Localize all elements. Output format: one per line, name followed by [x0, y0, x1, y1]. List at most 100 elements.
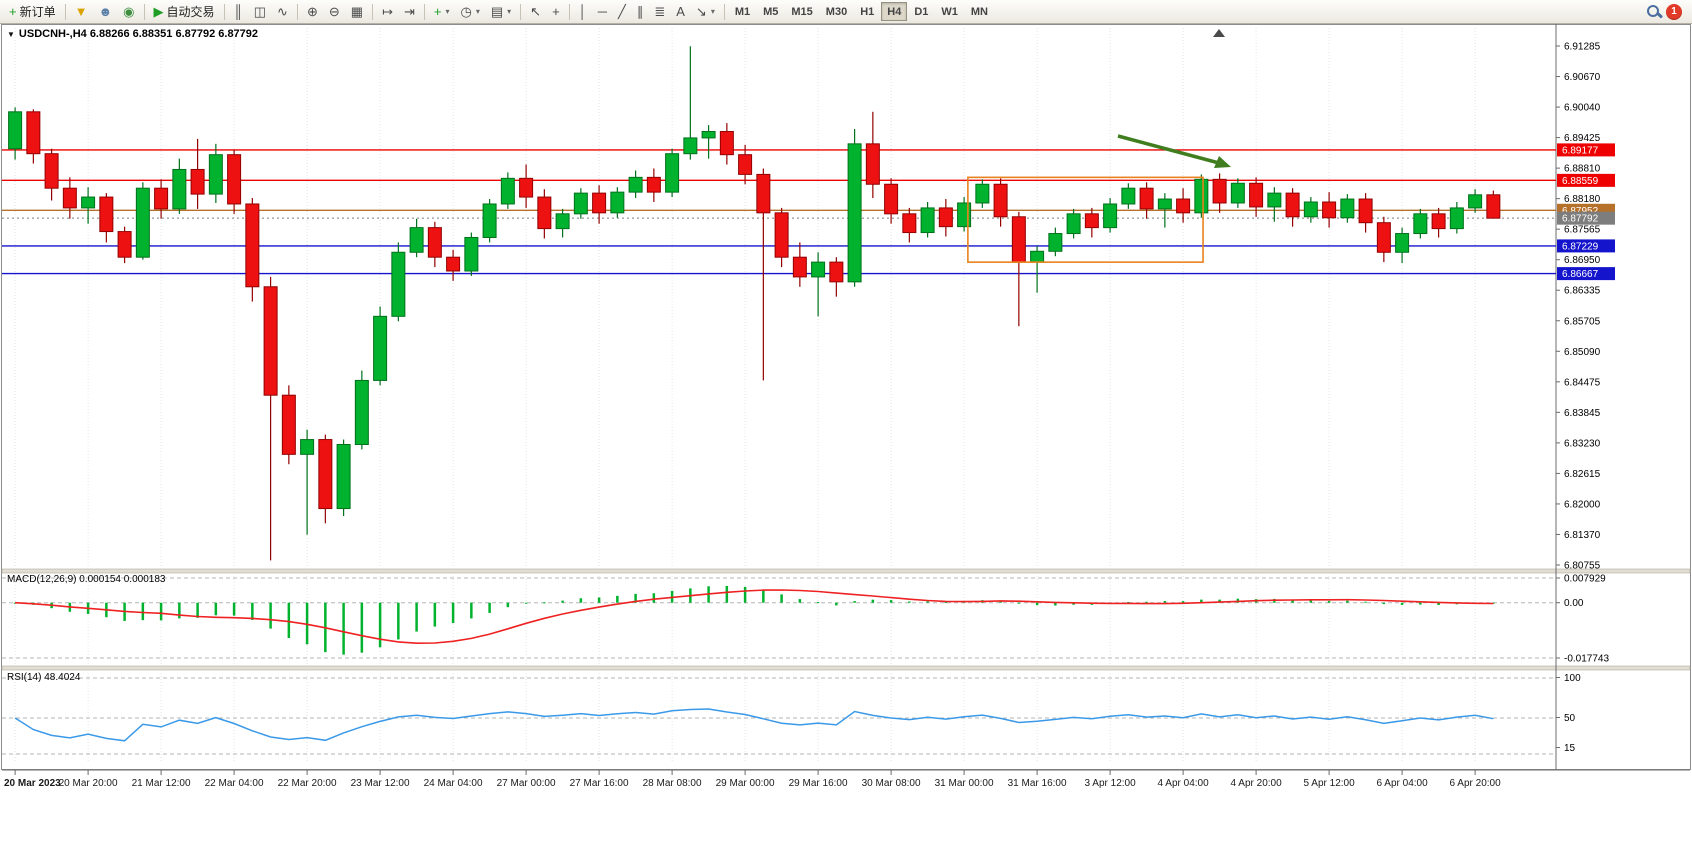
notification-badge[interactable]: 1: [1666, 3, 1682, 20]
candle: [1249, 182, 1264, 208]
price-axis-label: 6.85090: [1564, 347, 1601, 358]
time-axis-label: 4 Apr 04:00: [1158, 778, 1210, 789]
candle: [1139, 187, 1154, 210]
timeframe-h4-button[interactable]: H4: [881, 2, 908, 21]
candle: [920, 207, 935, 234]
time-axis-label: 27 Mar 16:00: [570, 778, 629, 789]
templates-button[interactable]: ▤ ▾: [486, 2, 516, 21]
chart-shift-marker[interactable]: [1213, 29, 1225, 37]
main-toolbar: + 新订单 ▼ ☻ ◉ ▶ 自动交易 ║ ◫ ∿ ⊕ ⊖ ▦ ↦ ⇥ + ▾ ◷ ▾ ▤ ▾ ↖ + │ ─ ╱ ∥ ≣ A ↘ ▾ M1 M5…: [0, 0, 1692, 24]
macd-scale-label: -0.017743: [1564, 654, 1609, 665]
rsi-scale-label: 50: [1564, 713, 1576, 724]
candle: [300, 439, 315, 455]
community-profile-button[interactable]: ☻: [93, 2, 117, 21]
timeframe-mn-button[interactable]: MN: [965, 2, 994, 21]
bar-chart-type-button[interactable]: ║: [229, 2, 248, 21]
toolbar-separator: [423, 3, 425, 20]
autotrading-button[interactable]: ▶ 自动交易: [149, 2, 220, 21]
candle: [427, 227, 442, 258]
equidistant-channel-button[interactable]: ∥: [632, 2, 649, 21]
arrows-button[interactable]: ↘ ▾: [691, 2, 720, 21]
zoom-in-button[interactable]: ⊕: [302, 2, 323, 21]
chart-shift-icon: ⇥: [403, 4, 415, 19]
horizontal-line-button[interactable]: ─: [593, 2, 612, 21]
dropdown-arrow-icon: ▾: [475, 7, 480, 16]
candlestick-type-button[interactable]: ◫: [249, 2, 271, 21]
price-badge-label: 6.88559: [1562, 176, 1599, 187]
timeframe-m1-button[interactable]: M1: [729, 2, 756, 21]
candle: [1011, 216, 1026, 263]
time-axis-label: 29 Mar 00:00: [716, 778, 775, 789]
price-axis-label: 6.89425: [1564, 133, 1601, 144]
funnel-button[interactable]: ▼: [70, 2, 93, 21]
price-chart-canvas[interactable]: 6.91285 6.90670 6.90040 6.89425 6.88810 6.881…: [0, 24, 1692, 849]
indicators-button[interactable]: + ▾: [429, 2, 455, 21]
search-icon[interactable]: [1645, 3, 1663, 21]
trendline-button[interactable]: ╱: [613, 2, 631, 21]
candle: [26, 111, 41, 155]
cursor-button[interactable]: ↖: [525, 2, 546, 21]
panel-splitter[interactable]: [1, 665, 1691, 671]
timeframe-m15-button[interactable]: M15: [785, 2, 818, 21]
time-axis-label: 20 Mar 20:00: [59, 778, 118, 789]
timeframe-d1-button[interactable]: D1: [908, 2, 934, 21]
price-axis-label: 6.82615: [1564, 469, 1601, 480]
candle: [1376, 222, 1391, 253]
price-badge-label: 6.87952: [1562, 206, 1599, 217]
time-axis-label: 4 Apr 20:00: [1231, 778, 1283, 789]
timeframe-w1-button[interactable]: W1: [935, 2, 964, 21]
macd-signal-line: [15, 589, 1494, 645]
timeframe-h1-button[interactable]: H1: [854, 2, 880, 21]
price-axis-label: 6.83845: [1564, 408, 1601, 419]
tile-windows-button[interactable]: ▦: [346, 2, 368, 21]
fibonacci-icon: ≣: [654, 4, 666, 19]
candle: [8, 111, 23, 150]
candles-series: [8, 46, 1501, 561]
price-axis-label: 6.81370: [1564, 530, 1601, 541]
price-axis-label: 6.80755: [1564, 561, 1601, 572]
consolidation-box-annotation[interactable]: [967, 176, 1204, 263]
auto-scroll-button[interactable]: ↦: [377, 2, 398, 21]
time-axis-label: 28 Mar 08:00: [643, 778, 702, 789]
timeframe-m5-button[interactable]: M5: [757, 2, 784, 21]
candle: [701, 131, 716, 139]
rsi-scale-label: 15: [1564, 743, 1576, 754]
candle: [190, 168, 205, 195]
candle: [1486, 194, 1501, 219]
auto-scroll-icon: ↦: [382, 4, 393, 19]
candle: [227, 154, 242, 205]
candle: [154, 187, 169, 210]
toolbar-separator: [568, 3, 570, 20]
zoom-out-button[interactable]: ⊖: [324, 2, 345, 21]
candle: [1157, 198, 1172, 210]
new-order-button[interactable]: + 新订单: [4, 2, 61, 21]
candle: [865, 143, 880, 185]
chart-shift-button[interactable]: ⇥: [399, 2, 420, 21]
price-badge-label: 6.89177: [1562, 145, 1599, 156]
text-button[interactable]: A: [671, 2, 690, 21]
broadcast-button[interactable]: ◉: [118, 2, 139, 21]
candle: [683, 137, 698, 155]
price-axis[interactable]: 6.91285 6.90670 6.90040 6.89425 6.88810 6.881…: [1556, 42, 1601, 572]
candle: [719, 131, 734, 156]
line-chart-type-button[interactable]: ∿: [272, 2, 293, 21]
fibonacci-button[interactable]: ≣: [649, 2, 670, 21]
crosshair-button[interactable]: +: [547, 2, 565, 21]
trend-arrow-annotation[interactable]: [1117, 134, 1231, 168]
new-order-button-label: 新订单: [19, 5, 56, 19]
candle: [1048, 233, 1063, 252]
candle: [1285, 192, 1300, 218]
timeframe-m30-button[interactable]: M30: [820, 2, 853, 21]
candle: [500, 177, 515, 205]
periods-button[interactable]: ◷ ▾: [455, 2, 484, 21]
price-axis-label: 6.88180: [1564, 194, 1601, 205]
candle: [1358, 198, 1373, 224]
candle: [1303, 201, 1318, 218]
candle: [1212, 178, 1227, 204]
panel-splitter[interactable]: [1, 568, 1691, 574]
vertical-line-button[interactable]: │: [574, 2, 592, 21]
candle: [172, 168, 187, 210]
price-badge-label: 6.87792: [1562, 214, 1599, 225]
price-axis-label: 6.86950: [1564, 255, 1601, 266]
